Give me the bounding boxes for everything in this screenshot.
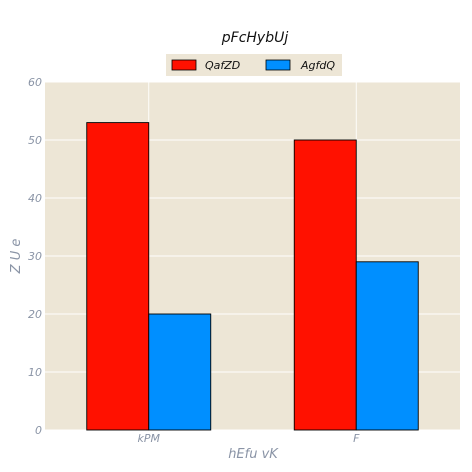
y-tick-label: 50 [28, 134, 42, 147]
chart-title: pFcHybUj [221, 30, 289, 46]
bar-agfdq-kpm [148, 313, 212, 431]
x-axis-ticks: kPM F [138, 432, 361, 445]
y-tick-label: 0 [35, 424, 42, 437]
y-tick-label: 40 [28, 192, 42, 205]
legend-swatch-qafzd [171, 59, 197, 71]
legend-swatch-agfdq [265, 59, 291, 71]
legend-box [166, 54, 342, 76]
bar-agfdq-f [355, 261, 419, 431]
bar-qafzd-f [293, 139, 357, 431]
x-tick-label: kPM [138, 432, 161, 445]
bars [86, 122, 419, 431]
x-axis-label: hEfu vK [228, 447, 279, 462]
plot-area [45, 81, 460, 431]
y-tick-label: 10 [28, 366, 42, 379]
y-tick-label: 20 [28, 308, 42, 321]
legend: QafZD AgfdQ [166, 54, 342, 76]
y-axis-label: Z U e [9, 239, 24, 275]
legend-label-qafzd: QafZD [205, 59, 240, 72]
y-tick-label: 30 [28, 250, 42, 263]
legend-label-agfdq: AgfdQ [300, 59, 335, 72]
bar-qafzd-kpm [86, 122, 150, 431]
y-axis-ticks: 0 10 20 30 40 50 60 [28, 76, 42, 437]
y-tick-label: 60 [28, 76, 42, 89]
x-tick-label: F [353, 432, 360, 445]
